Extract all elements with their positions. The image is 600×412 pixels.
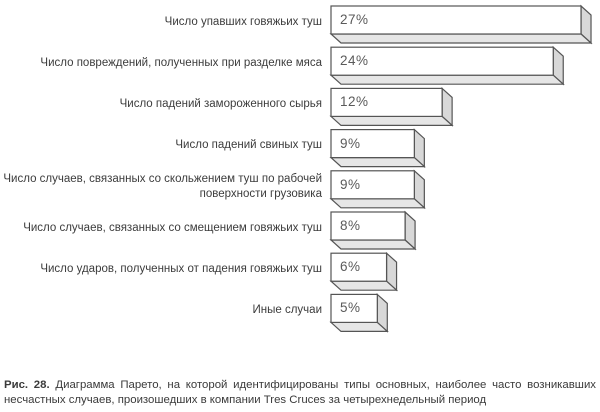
bar-bottom xyxy=(329,198,426,209)
bar-bottom xyxy=(329,74,565,85)
bar xyxy=(329,87,454,127)
bar-face xyxy=(330,211,406,241)
bar xyxy=(329,45,565,86)
bar-face xyxy=(330,87,443,118)
category-label: Число случаев, связанных со скольжением … xyxy=(3,172,322,200)
bar-value-label: 9% xyxy=(340,135,361,151)
bar xyxy=(329,128,426,168)
caption-text: Диаграмма Парето, на которой идентифицир… xyxy=(4,379,596,406)
bar-bottom xyxy=(329,321,389,332)
bar-face xyxy=(330,46,554,76)
bar-bottom xyxy=(329,280,399,291)
bar-face xyxy=(330,5,582,35)
bar-value-label: 6% xyxy=(340,259,361,275)
bar xyxy=(329,169,426,210)
bar-value-label: 5% xyxy=(340,300,361,316)
bar-value-label: 12% xyxy=(340,94,369,110)
bar-bottom xyxy=(329,239,417,250)
bar-bottom xyxy=(329,33,593,44)
bar xyxy=(329,293,389,333)
category-label: Число упавших говяжьих туш xyxy=(164,15,322,28)
bar-face xyxy=(330,129,415,159)
bar xyxy=(329,251,399,292)
bar-face xyxy=(330,293,378,323)
category-label: Число случаев, связанных со смещением го… xyxy=(23,221,322,234)
category-label: Число повреждений, полученных при раздел… xyxy=(40,56,322,69)
bar-value-label: 24% xyxy=(340,53,369,69)
bar-value-label: 27% xyxy=(340,12,369,27)
bar xyxy=(329,210,417,251)
bar-face xyxy=(330,252,388,282)
bar-value-label: 9% xyxy=(340,176,361,192)
bar-face xyxy=(330,170,415,200)
bar xyxy=(329,4,593,45)
bar-value-label: 8% xyxy=(340,218,361,233)
category-label: Число ударов, полученных от падения говя… xyxy=(40,262,322,275)
bar-bottom xyxy=(329,157,426,168)
category-label: Число падений свиных туш xyxy=(175,139,322,152)
figure-caption: Рис. 28. Диаграмма Парето, на которой ид… xyxy=(4,378,596,408)
category-label: Иные случаи xyxy=(252,303,323,316)
category-label: Число падений замороженного сырья xyxy=(119,97,322,110)
bar-bottom xyxy=(329,115,454,127)
caption-label: Рис. 28. xyxy=(4,379,50,391)
